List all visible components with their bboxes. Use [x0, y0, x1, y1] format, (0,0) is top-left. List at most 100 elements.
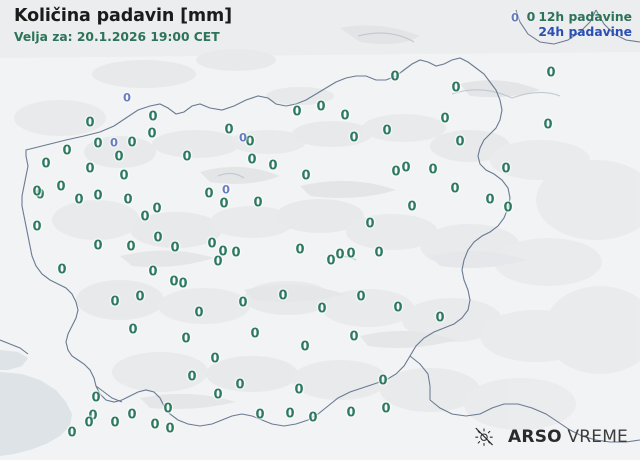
station-value-marker[interactable]: 0	[204, 186, 214, 202]
station-value-marker[interactable]: 0	[308, 410, 318, 426]
station-value-marker[interactable]: 0	[378, 373, 388, 389]
station-value-marker[interactable]: 0	[126, 239, 136, 255]
station-value-marker[interactable]: 0	[292, 104, 302, 120]
station-value-marker[interactable]: 0	[122, 90, 132, 105]
station-value-marker[interactable]: 0	[35, 187, 45, 203]
station-value-marker[interactable]: 0	[119, 168, 129, 184]
station-value-marker[interactable]: 0	[440, 111, 450, 127]
station-value-marker[interactable]: 0	[316, 99, 326, 115]
station-value-marker[interactable]: 0	[127, 135, 137, 151]
station-value-marker[interactable]: 0	[401, 160, 411, 176]
station-value-marker[interactable]: 0	[147, 126, 157, 142]
station-value-marker[interactable]: 0	[181, 331, 191, 347]
station-value-marker[interactable]: 0	[326, 253, 336, 269]
station-value-marker[interactable]: 0	[178, 276, 188, 292]
station-value-marker[interactable]: 0	[56, 179, 66, 195]
station-value-marker[interactable]: 0	[74, 192, 84, 208]
station-value-marker[interactable]: 0	[407, 199, 417, 215]
station-value-marker[interactable]: 0	[194, 305, 204, 321]
station-value-marker[interactable]: 0	[127, 407, 137, 423]
station-value-marker[interactable]: 0	[135, 289, 145, 305]
station-value-marker[interactable]: 0	[110, 415, 120, 431]
station-value-marker[interactable]: 0	[207, 236, 217, 252]
station-value-marker[interactable]: 0	[390, 69, 400, 85]
station-value-marker[interactable]: 0	[510, 10, 520, 25]
station-value-marker[interactable]: 0	[294, 382, 304, 398]
station-value-marker[interactable]: 0	[213, 254, 223, 270]
station-value-marker[interactable]: 0	[435, 310, 445, 326]
station-value-marker[interactable]: 0	[128, 322, 138, 338]
station-value-marker[interactable]: 0	[140, 209, 150, 225]
station-value-marker[interactable]: 0	[210, 351, 220, 367]
station-value-marker[interactable]: 0	[213, 387, 223, 403]
station-value-marker[interactable]: 0	[110, 294, 120, 310]
station-value-marker[interactable]: 0	[109, 135, 119, 150]
station-value-marker[interactable]: 0	[93, 238, 103, 254]
station-value-marker[interactable]: 0	[450, 181, 460, 197]
station-value-marker[interactable]: 0	[165, 421, 175, 437]
station-value-marker[interactable]: 0	[317, 301, 327, 317]
station-value-marker[interactable]: 0	[349, 130, 359, 146]
station-value-marker[interactable]: 0	[169, 274, 179, 290]
station-value-marker[interactable]: 0	[501, 161, 511, 177]
station-value-marker[interactable]: 0	[543, 117, 553, 133]
station-value-marker[interactable]: 0	[238, 295, 248, 311]
station-value-marker[interactable]: 0	[382, 123, 392, 139]
station-value-marker[interactable]: 0	[218, 244, 228, 260]
station-value-marker[interactable]: 0	[62, 143, 72, 159]
station-value-marker[interactable]: 0	[346, 405, 356, 421]
station-value-marker[interactable]: 0	[238, 130, 248, 145]
station-value-marker[interactable]: 0	[546, 65, 556, 81]
station-value-marker[interactable]: 0	[219, 196, 229, 212]
station-value-marker[interactable]: 0	[346, 246, 356, 262]
station-value-marker[interactable]: 0	[278, 288, 288, 304]
station-value-marker[interactable]: 0	[93, 188, 103, 204]
station-value-marker[interactable]: 0	[455, 134, 465, 150]
station-value-marker[interactable]: 0	[182, 149, 192, 165]
station-value-marker[interactable]: 0	[57, 262, 67, 278]
station-value-marker[interactable]: 0	[148, 264, 158, 280]
station-value-marker[interactable]: 0	[268, 158, 278, 174]
station-value-marker[interactable]: 0	[85, 161, 95, 177]
station-value-marker[interactable]: 0	[150, 417, 160, 433]
station-value-marker[interactable]: 0	[84, 415, 94, 431]
station-value-marker[interactable]: 0	[91, 390, 101, 406]
station-value-marker[interactable]: 0	[295, 242, 305, 258]
station-value-marker[interactable]: 0	[32, 184, 42, 200]
station-value-marker[interactable]: 0	[88, 408, 98, 424]
station-value-marker[interactable]: 0	[335, 247, 345, 263]
station-value-marker[interactable]: 0	[349, 329, 359, 345]
station-value-marker[interactable]: 0	[235, 377, 245, 393]
station-value-marker[interactable]: 0	[224, 122, 234, 138]
station-value-marker[interactable]: 0	[32, 219, 42, 235]
station-value-marker[interactable]: 0	[152, 201, 162, 217]
station-value-marker[interactable]: 0	[153, 230, 163, 246]
station-value-marker[interactable]: 0	[300, 339, 310, 355]
station-value-marker[interactable]: 0	[285, 406, 295, 422]
station-value-marker[interactable]: 0	[503, 200, 513, 216]
station-value-marker[interactable]: 0	[374, 245, 384, 261]
station-value-marker[interactable]: 0	[114, 149, 124, 165]
station-value-marker[interactable]: 0	[148, 109, 158, 125]
station-value-marker[interactable]: 0	[221, 182, 231, 197]
station-value-marker[interactable]: 0	[253, 195, 263, 211]
station-value-marker[interactable]: 0	[250, 326, 260, 342]
station-value-marker[interactable]: 0	[301, 168, 311, 184]
station-value-marker[interactable]: 0	[485, 192, 495, 208]
station-value-marker[interactable]: 0	[170, 240, 180, 256]
station-value-marker[interactable]: 0	[231, 245, 241, 261]
station-value-marker[interactable]: 0	[187, 369, 197, 385]
station-value-marker[interactable]: 0	[247, 152, 257, 168]
station-value-marker[interactable]: 0	[428, 162, 438, 178]
station-value-marker[interactable]: 0	[365, 216, 375, 232]
station-value-marker[interactable]: 0	[451, 80, 461, 96]
station-value-marker[interactable]: 0	[393, 300, 403, 316]
station-value-marker[interactable]: 0	[356, 289, 366, 305]
station-value-marker[interactable]: 0	[340, 108, 350, 124]
station-value-marker[interactable]: 0	[123, 192, 133, 208]
station-value-marker[interactable]: 0	[163, 401, 173, 417]
station-value-marker[interactable]: 0	[245, 134, 255, 150]
station-value-marker[interactable]: 0	[67, 425, 77, 441]
station-value-marker[interactable]: 0	[85, 115, 95, 131]
